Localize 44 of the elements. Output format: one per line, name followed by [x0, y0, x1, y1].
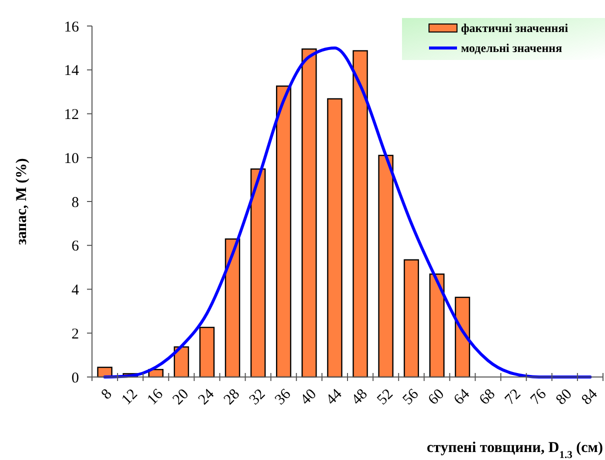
x-tick-label: 12	[118, 386, 141, 408]
x-tick-label: 40	[298, 386, 320, 408]
x-tick-label: 8	[98, 386, 116, 403]
y-tick-label: 4	[72, 282, 80, 298]
bar	[378, 154, 394, 378]
x-tick-label: 32	[246, 386, 269, 408]
y-tick-label: 2	[72, 326, 79, 342]
bar	[327, 98, 342, 378]
x-tick-label: 52	[374, 386, 396, 408]
y-tick-label: 0	[72, 370, 79, 386]
bar	[429, 274, 445, 378]
bar	[454, 296, 470, 378]
bar	[352, 50, 368, 378]
bar	[199, 326, 215, 378]
y-tick-label: 6	[72, 238, 80, 255]
bar	[224, 238, 240, 378]
x-tick-label: 16	[144, 386, 167, 408]
x-tick-label: 84	[578, 386, 602, 408]
x-tick-label: 72	[502, 386, 524, 408]
y-tick-label: 8	[72, 194, 79, 211]
y-tick-label: 10	[64, 150, 79, 167]
x-tick-label: 20	[170, 386, 192, 408]
x-tick-label: 36	[272, 386, 295, 408]
x-tick-label: 56	[400, 386, 422, 408]
x-tick-label: 28	[221, 386, 244, 408]
x-tick-label: 48	[348, 386, 371, 408]
bar	[302, 48, 317, 378]
y-axis-title: запас, M (%)	[14, 158, 30, 245]
x-tick-label: 80	[553, 386, 576, 408]
legend-label: модельні значення	[461, 41, 563, 56]
x-tick-label: 64	[451, 386, 474, 408]
x-axis-title: ступені товщини, D$_{1.3}$ (см)	[426, 440, 603, 460]
legend-label: фактичні значенняі	[461, 21, 569, 36]
x-tick-label: 24	[196, 386, 218, 408]
x-tick-label: 76	[528, 386, 550, 408]
x-tick-label: 60	[426, 386, 448, 408]
x-tick-label: 44	[323, 386, 346, 408]
y-tick-label: 16	[64, 19, 80, 36]
bar	[250, 168, 266, 378]
x-tick-label: 68	[476, 386, 499, 408]
bar	[404, 259, 419, 378]
y-tick-label: 12	[64, 107, 79, 123]
bar	[276, 86, 292, 378]
y-tick-label: 14	[64, 63, 80, 80]
